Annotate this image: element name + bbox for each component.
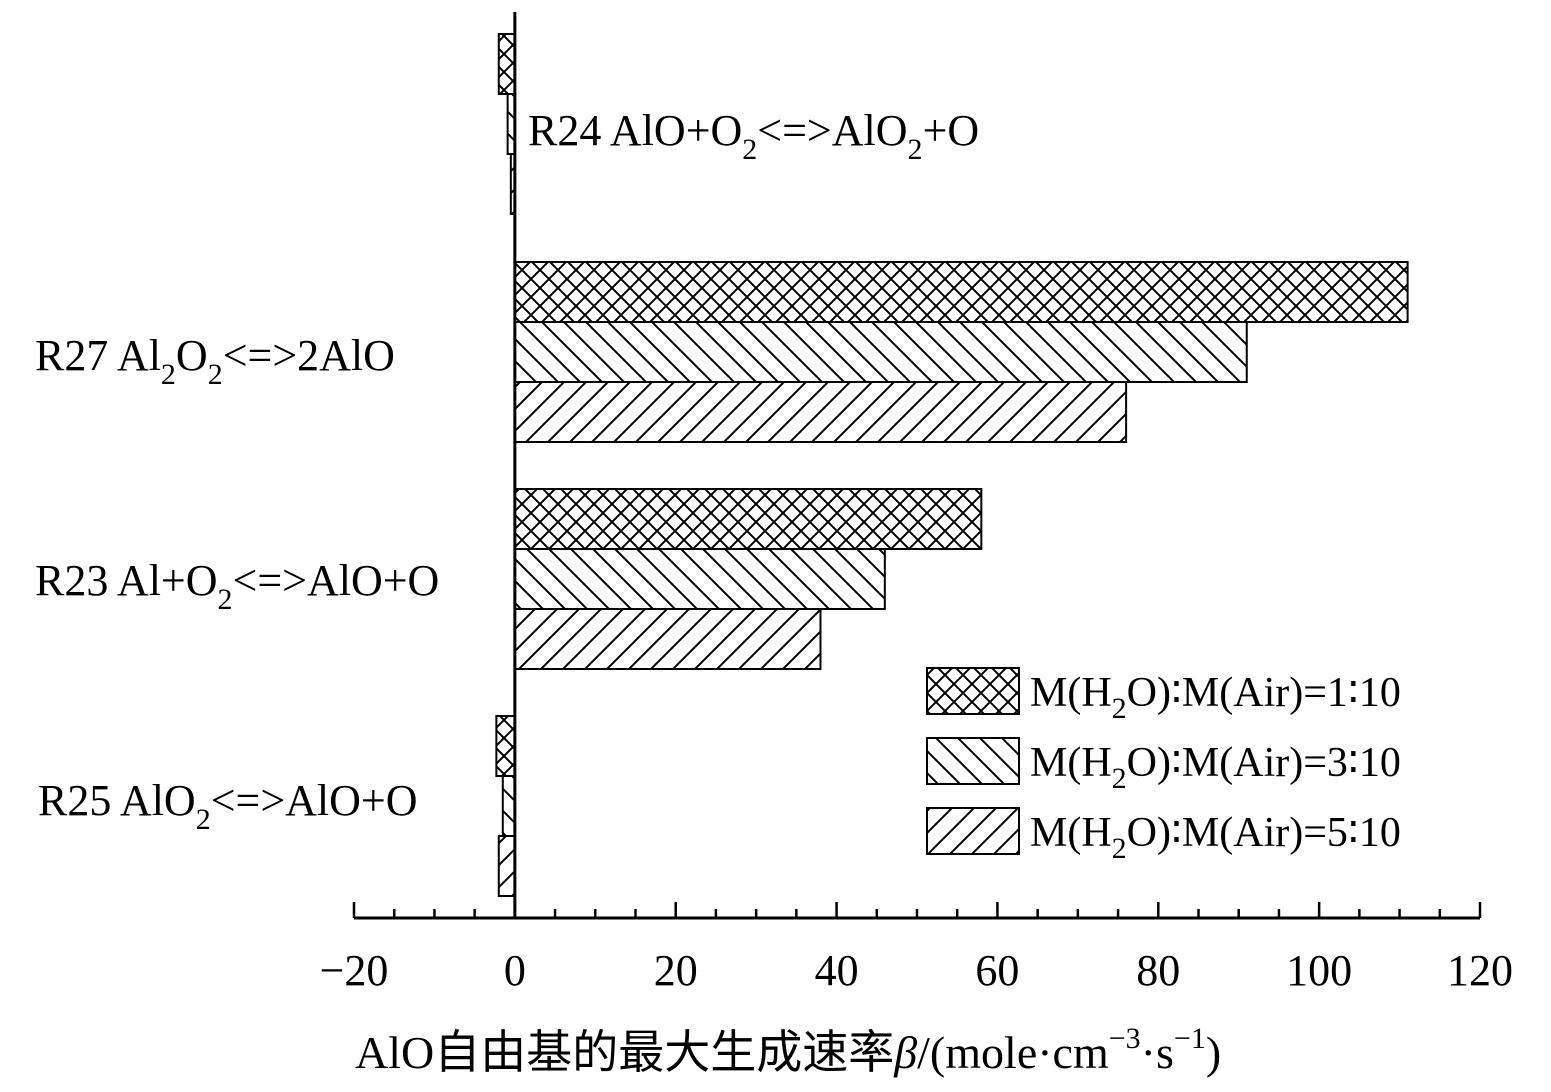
x-axis-ticks: −20 0 20 40 60 80 100 120 (320, 902, 1513, 995)
bar-group (495, 33, 1409, 897)
x-axis-title: AlO自由基的最大生成速率β/(mole·cm−3·s−1) (355, 1022, 1221, 1078)
bar-r27-series-3 (513, 381, 1128, 443)
bar-r23-series-3 (513, 608, 822, 670)
x-tick-label: 20 (654, 946, 698, 995)
legend-label-3: M(H2O)∶M(Air)=5∶10 (1030, 810, 1401, 865)
bar-r23-series-2 (513, 548, 886, 610)
category-label-r23: R23 Al+O2<=>AlO+O (35, 556, 439, 616)
bar-r25-series-1 (495, 715, 516, 777)
x-tick-label: 120 (1447, 946, 1513, 995)
bar-r27-series-1 (513, 261, 1409, 323)
legend-label-1: M(H2O)∶M(Air)=1∶10 (1030, 670, 1401, 725)
category-label-r27: R27 Al2O2<=>2AlO (35, 331, 395, 391)
bar-r27-series-2 (513, 321, 1248, 383)
legend-swatch-2 (926, 737, 1020, 785)
bar-r25-series-2 (501, 775, 516, 837)
bar-r25-series-3 (497, 835, 516, 897)
category-label-r24: R24 AlO+O2<=>AlO2+O (528, 106, 979, 166)
legend: M(H2O)∶M(Air)=1∶10 M(H2O)∶M(Air)=3∶10 M(… (926, 667, 1401, 865)
legend-label-2: M(H2O)∶M(Air)=3∶10 (1030, 740, 1401, 795)
x-tick-label: 80 (1136, 946, 1180, 995)
x-tick-label: 100 (1286, 946, 1352, 995)
legend-swatch-1 (926, 667, 1020, 715)
bar-r24-series-1 (497, 33, 516, 95)
x-tick-label: 0 (504, 946, 526, 995)
x-tick-label: −20 (320, 946, 389, 995)
x-tick-label: 60 (975, 946, 1019, 995)
category-label-r25: R25 AlO2<=>AlO+O (38, 776, 418, 836)
bar-r23-series-1 (513, 488, 983, 550)
x-tick-label: 40 (815, 946, 859, 995)
legend-swatch-3 (926, 807, 1020, 855)
